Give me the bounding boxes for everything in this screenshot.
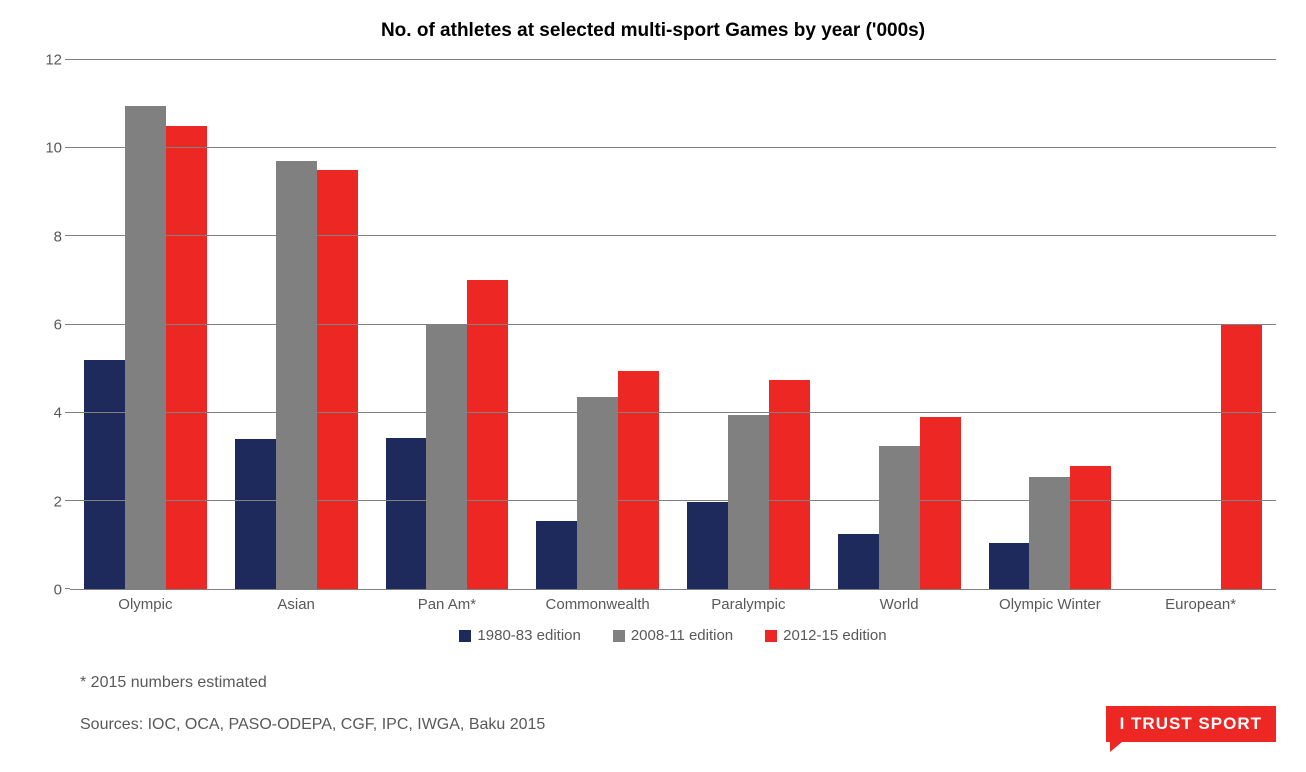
legend-item: 1980-83 edition — [459, 627, 580, 644]
bar-groups — [70, 60, 1276, 589]
y-tick-label: 2 — [54, 493, 62, 510]
legend-label: 2012-15 edition — [783, 627, 886, 644]
bar — [1221, 325, 1262, 590]
legend-item: 2012-15 edition — [765, 627, 886, 644]
y-tick-mark — [65, 59, 70, 60]
grid-line — [70, 235, 1276, 236]
x-tick-label: World — [824, 596, 975, 613]
y-tick-label: 10 — [45, 140, 62, 157]
x-tick-label: European* — [1125, 596, 1276, 613]
y-tick-mark — [65, 324, 70, 325]
grid-line — [70, 147, 1276, 148]
x-tick-label: Olympic — [70, 596, 221, 613]
grid-line — [70, 324, 1276, 325]
grid-line — [70, 412, 1276, 413]
bar — [1029, 477, 1070, 589]
brand-logo-text: I TRUST SPORT — [1106, 706, 1276, 742]
bar — [426, 325, 467, 590]
x-axis-labels: OlympicAsianPan Am*CommonwealthParalympi… — [70, 596, 1276, 613]
x-tick-label: Paralympic — [673, 596, 824, 613]
bar — [920, 417, 961, 589]
footnotes: * 2015 numbers estimated Sources: IOC, O… — [80, 674, 1276, 734]
bar-group — [372, 60, 523, 589]
bar — [467, 280, 508, 589]
x-tick-label: Commonwealth — [522, 596, 673, 613]
y-tick-label: 0 — [54, 582, 62, 599]
bar — [125, 106, 166, 589]
x-tick-label: Asian — [221, 596, 372, 613]
speech-tail-icon — [1110, 742, 1122, 752]
bar-group — [221, 60, 372, 589]
bar-group — [673, 60, 824, 589]
bar — [577, 397, 618, 589]
bar-group — [522, 60, 673, 589]
y-tick-label: 8 — [54, 228, 62, 245]
legend-swatch-icon — [459, 630, 471, 642]
legend-swatch-icon — [613, 630, 625, 642]
y-tick-label: 4 — [54, 405, 62, 422]
bar-group — [824, 60, 975, 589]
bar — [317, 170, 358, 589]
x-tick-label: Pan Am* — [372, 596, 523, 613]
bar — [276, 161, 317, 589]
bar — [618, 371, 659, 589]
bar — [989, 543, 1030, 589]
y-tick-mark — [65, 500, 70, 501]
legend: 1980-83 edition 2008-11 edition 2012-15 ed… — [70, 627, 1276, 644]
bar-group — [975, 60, 1126, 589]
y-tick-label: 6 — [54, 317, 62, 334]
bar — [879, 446, 920, 589]
chart-title: No. of athletes at selected multi-sport … — [30, 20, 1276, 42]
bar-group — [1125, 60, 1276, 589]
plot-area — [70, 60, 1276, 590]
bar — [728, 415, 769, 589]
y-tick-mark — [65, 412, 70, 413]
footnote-estimate: * 2015 numbers estimated — [80, 674, 1276, 692]
bar — [1070, 466, 1111, 589]
bar-group — [70, 60, 221, 589]
y-tick-mark — [65, 588, 70, 589]
bar — [386, 438, 427, 589]
legend-label: 1980-83 edition — [477, 627, 580, 644]
bar — [166, 126, 207, 589]
y-tick-label: 12 — [45, 52, 62, 69]
legend-label: 2008-11 edition — [631, 627, 733, 644]
bar — [536, 521, 577, 589]
legend-swatch-icon — [765, 630, 777, 642]
brand-logo: I TRUST SPORT — [1106, 706, 1276, 742]
y-tick-mark — [65, 147, 70, 148]
bar — [838, 534, 879, 589]
grid-line — [70, 500, 1276, 501]
bar — [687, 502, 728, 589]
x-tick-label: Olympic Winter — [975, 596, 1126, 613]
bar — [235, 439, 276, 589]
grid-line — [70, 59, 1276, 60]
legend-item: 2008-11 edition — [613, 627, 733, 644]
footnote-sources: Sources: IOC, OCA, PASO-ODEPA, CGF, IPC,… — [80, 716, 1276, 734]
chart-area: 024681012 — [30, 60, 1276, 590]
y-tick-mark — [65, 235, 70, 236]
bar — [84, 360, 125, 589]
y-axis: 024681012 — [30, 60, 70, 590]
